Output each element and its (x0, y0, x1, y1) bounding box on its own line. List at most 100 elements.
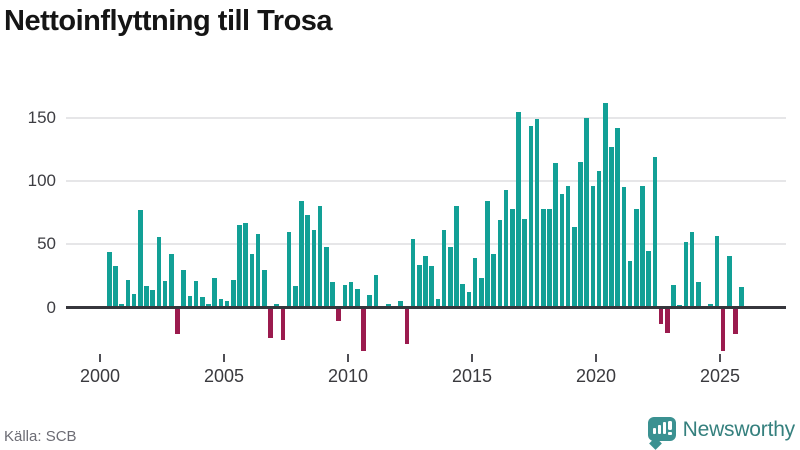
bar-negative (361, 306, 366, 351)
bar-positive (355, 288, 360, 308)
bar-positive (497, 220, 503, 308)
logo-bar-icon (652, 428, 656, 434)
bar-positive (683, 241, 689, 308)
gridline (66, 180, 786, 183)
bar-positive (187, 296, 193, 308)
logo-exclamation-icon (668, 421, 672, 430)
x-axis-tick (595, 354, 597, 362)
bar-positive (181, 269, 186, 308)
x-axis-zero-line (66, 306, 786, 309)
bar-positive (485, 201, 490, 308)
x-axis-tick (719, 354, 721, 362)
bar-positive (646, 250, 651, 308)
bar-positive (311, 230, 317, 308)
newsworthy-bubble-icon (647, 415, 676, 450)
bar-positive (138, 210, 143, 308)
bar-positive (565, 186, 571, 308)
bar-negative (336, 306, 341, 322)
bar-positive (305, 215, 310, 308)
bar-positive (119, 303, 124, 308)
bar-positive (578, 162, 583, 308)
bar-positive (441, 230, 447, 308)
x-axis-tick-label: 2020 (575, 366, 617, 386)
bar-positive (293, 286, 298, 308)
bar-positive (435, 298, 441, 308)
bar-positive (237, 225, 242, 308)
bar-positive (727, 255, 732, 308)
bar-positive (708, 303, 713, 308)
bar-positive (373, 274, 379, 308)
newsworthy-logo[interactable]: Newsworthy (647, 414, 795, 450)
bar-positive (609, 147, 614, 308)
bar-positive (324, 246, 329, 308)
gridline (66, 243, 786, 246)
bar-positive (522, 219, 527, 308)
bar-positive (200, 297, 205, 308)
bar-positive (584, 117, 589, 308)
bar-positive (671, 284, 676, 308)
x-axis-tick-label: 2000 (79, 366, 121, 386)
bar-negative (280, 306, 286, 341)
bar-positive (156, 236, 162, 308)
bar-positive (417, 264, 422, 308)
bar-negative (268, 306, 273, 338)
bar-positive (615, 128, 620, 308)
bar-positive (243, 222, 248, 308)
bar-positive (559, 193, 565, 308)
bar-positive (131, 293, 137, 308)
bar-positive (696, 282, 701, 308)
bar-negative (175, 306, 180, 334)
logo-bar-icon (657, 425, 661, 434)
chart-title: Nettoinflyttning till Trosa (4, 5, 333, 37)
bar-positive (193, 281, 199, 308)
x-axis-tick-label: 2010 (327, 366, 369, 386)
bar-negative (665, 306, 670, 333)
bar-positive (262, 269, 267, 308)
bar-positive (534, 119, 540, 308)
bar-positive (454, 206, 459, 308)
bar-positive (150, 289, 155, 308)
bar-positive (466, 292, 472, 308)
bar-positive (107, 251, 112, 308)
bar-positive (113, 265, 118, 308)
bar-positive (429, 265, 434, 308)
gridline (66, 116, 786, 119)
bar-positive (125, 279, 131, 308)
bar-positive (249, 254, 255, 308)
bar-positive (224, 301, 230, 308)
bar-positive (714, 235, 720, 308)
bar-positive (479, 278, 484, 308)
x-axis-tick (471, 354, 473, 362)
bar-positive (367, 294, 372, 308)
bar-negative (720, 306, 726, 351)
bar-positive (516, 111, 521, 308)
bar-positive (348, 282, 354, 308)
bar-positive (169, 254, 174, 308)
bar-positive (627, 260, 633, 308)
x-axis-tick (99, 354, 101, 362)
logo-bar-icon (662, 422, 666, 434)
bar-positive (286, 231, 292, 308)
bar-positive (640, 186, 645, 308)
bar-positive (299, 201, 304, 308)
bar-positive (410, 239, 416, 308)
bar-positive (590, 186, 596, 308)
x-axis-tick-label: 2025 (699, 366, 741, 386)
x-axis-tick-label: 2005 (203, 366, 245, 386)
bar-negative (404, 306, 410, 345)
x-axis-tick (347, 354, 349, 362)
x-axis-tick-label: 2015 (451, 366, 493, 386)
bar-positive (547, 208, 552, 308)
bar-positive (423, 255, 428, 308)
x-axis-tick (223, 354, 225, 362)
bar-positive (386, 303, 391, 308)
bar-negative (658, 306, 664, 324)
bar-positive (634, 208, 639, 308)
y-axis-tick-label: 50 (37, 234, 56, 254)
bar-positive (231, 279, 236, 308)
y-axis-tick-label: 100 (27, 171, 56, 191)
bar-positive (330, 282, 335, 308)
bar-positive (472, 258, 478, 308)
bar-positive (206, 303, 211, 308)
